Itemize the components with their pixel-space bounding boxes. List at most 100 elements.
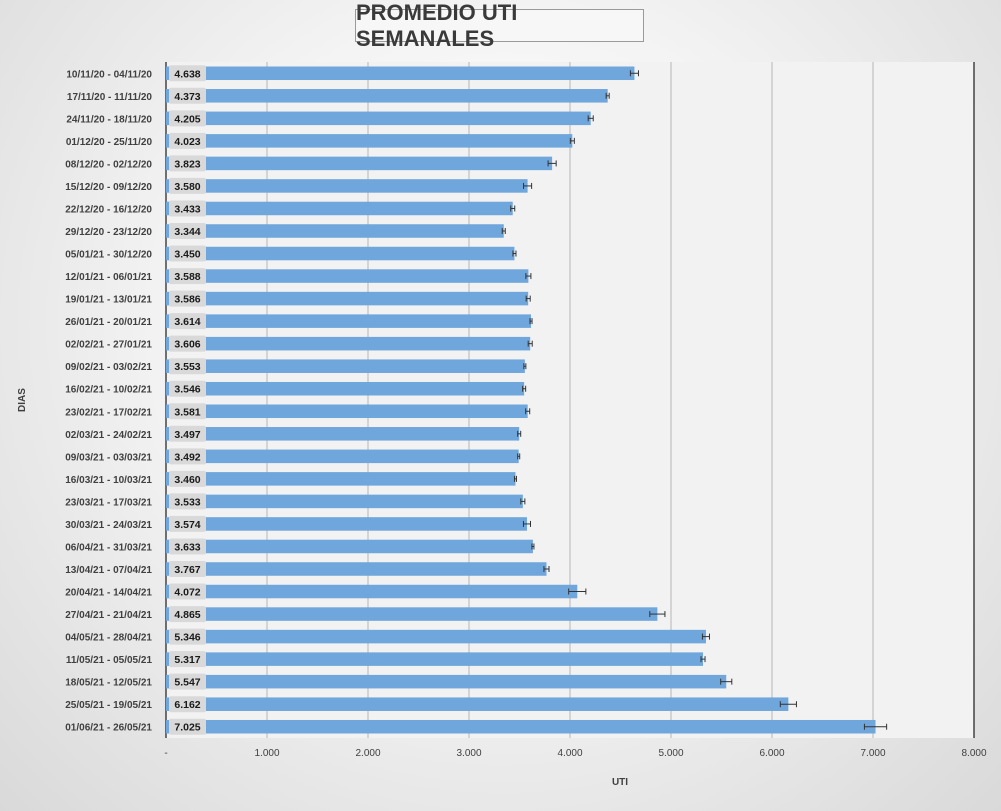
value-label-box <box>169 65 206 82</box>
value-label-box <box>169 223 206 239</box>
x-axis-label: UTI <box>612 777 628 788</box>
category-label: 08/12/20 - 02/12/20 <box>65 159 152 170</box>
bar <box>166 404 528 419</box>
bar <box>166 584 578 599</box>
value-label: 4.638 <box>174 68 200 80</box>
category-label: 01/12/20 - 25/11/20 <box>66 137 153 148</box>
value-label-box <box>169 470 206 487</box>
value-label: 4.205 <box>174 113 200 125</box>
x-tick-label: 3.000 <box>456 748 481 759</box>
bar <box>166 539 533 554</box>
gridlines <box>165 62 975 738</box>
x-tick-label: 1.000 <box>254 748 279 759</box>
bar <box>166 472 516 486</box>
value-label-box <box>169 290 206 307</box>
value-label: 3.553 <box>174 361 200 373</box>
value-label: 3.633 <box>174 541 200 553</box>
bar <box>166 562 547 576</box>
category-label: 20/04/21 - 14/04/21 <box>65 588 152 599</box>
category-label: 11/05/21 - 05/05/21 <box>66 655 153 666</box>
value-label: 3.614 <box>174 316 200 328</box>
value-label-box <box>169 538 206 555</box>
bar <box>166 697 789 711</box>
bar <box>166 201 513 216</box>
value-label: 3.574 <box>174 519 200 531</box>
bar <box>166 156 553 171</box>
category-label: 01/06/21 - 26/05/21 <box>65 723 152 734</box>
value-label-box <box>169 87 206 104</box>
value-label: 3.497 <box>174 429 200 441</box>
bar <box>166 111 591 126</box>
category-label: 29/12/20 - 23/12/20 <box>65 227 152 238</box>
value-label: 3.433 <box>174 203 200 215</box>
category-label: 30/03/21 - 24/03/21 <box>65 520 152 531</box>
value-label: 5.346 <box>174 632 200 644</box>
category-label: 05/01/21 - 30/12/20 <box>65 250 152 261</box>
value-label: 3.586 <box>174 294 200 306</box>
value-label: 3.460 <box>174 474 200 486</box>
x-tick-label: 2.000 <box>355 748 380 759</box>
value-labels: 4.638 4.373 4.205 4.023 3.823 3.580 3.433 3.344… <box>169 65 206 735</box>
bar <box>166 336 531 351</box>
bar <box>166 607 658 621</box>
x-tick-label: 8.000 <box>961 748 986 759</box>
category-label: 18/05/21 - 12/05/21 <box>65 678 152 689</box>
value-label: 3.767 <box>174 564 200 576</box>
value-label-box <box>169 583 206 600</box>
category-labels: 10/11/20 - 04/11/20 17/11/20 - 11/11/20 24… <box>65 69 152 733</box>
bar <box>166 224 504 238</box>
category-label: 02/02/21 - 27/01/21 <box>65 340 152 351</box>
value-label-box <box>169 493 206 510</box>
category-label: 02/03/21 - 24/02/21 <box>65 430 152 441</box>
x-tick-label: - <box>164 748 167 759</box>
bar <box>166 629 706 644</box>
value-label-box <box>169 177 206 194</box>
value-label: 3.450 <box>174 249 200 261</box>
bar <box>166 179 528 193</box>
category-label: 23/02/21 - 17/02/21 <box>65 407 152 418</box>
bar <box>166 269 529 283</box>
bar <box>166 89 608 103</box>
category-label: 24/11/20 - 18/11/20 <box>66 114 152 125</box>
value-label-box <box>169 245 206 262</box>
value-label-box <box>169 718 206 735</box>
value-label: 3.580 <box>174 181 200 193</box>
error-bars <box>501 70 888 730</box>
bar <box>166 494 523 509</box>
category-label: 19/01/21 - 13/01/21 <box>65 295 152 306</box>
category-label: 17/11/20 - 11/11/20 <box>67 92 153 103</box>
x-tick-label: 5.000 <box>658 748 683 759</box>
bar <box>166 652 704 666</box>
value-label-box <box>169 606 206 623</box>
value-label: 3.606 <box>174 339 200 351</box>
x-tick-label: 7.000 <box>860 748 885 759</box>
category-label: 16/02/21 - 10/02/21 <box>65 385 152 396</box>
category-label: 27/04/21 - 21/04/21 <box>65 610 152 621</box>
bar <box>166 381 525 396</box>
bar <box>166 449 519 464</box>
value-label-box <box>169 425 206 442</box>
value-label: 4.023 <box>174 136 200 148</box>
y-axis-label: DIAS <box>17 388 28 412</box>
bars <box>166 66 876 734</box>
value-label-box <box>169 651 206 668</box>
value-label: 3.581 <box>174 406 200 418</box>
value-label: 5.547 <box>174 677 200 689</box>
value-label: 3.492 <box>174 451 200 463</box>
value-label: 4.373 <box>174 91 200 103</box>
value-label: 3.823 <box>174 158 200 170</box>
x-tick-labels: - 1.000 2.000 3.000 4.000 5.000 6.000 7.000 8.00… <box>164 748 987 759</box>
bar <box>166 359 525 373</box>
value-label-box <box>169 561 206 577</box>
category-label: 04/05/21 - 28/04/21 <box>65 633 152 644</box>
value-label-box <box>169 696 206 713</box>
value-label: 4.865 <box>174 609 200 621</box>
bar <box>166 719 876 734</box>
bar <box>166 246 515 261</box>
category-label: 22/12/20 - 16/12/20 <box>65 204 152 215</box>
value-label-box <box>169 155 206 172</box>
x-tick-label: 4.000 <box>557 748 582 759</box>
value-label: 3.533 <box>174 496 200 508</box>
